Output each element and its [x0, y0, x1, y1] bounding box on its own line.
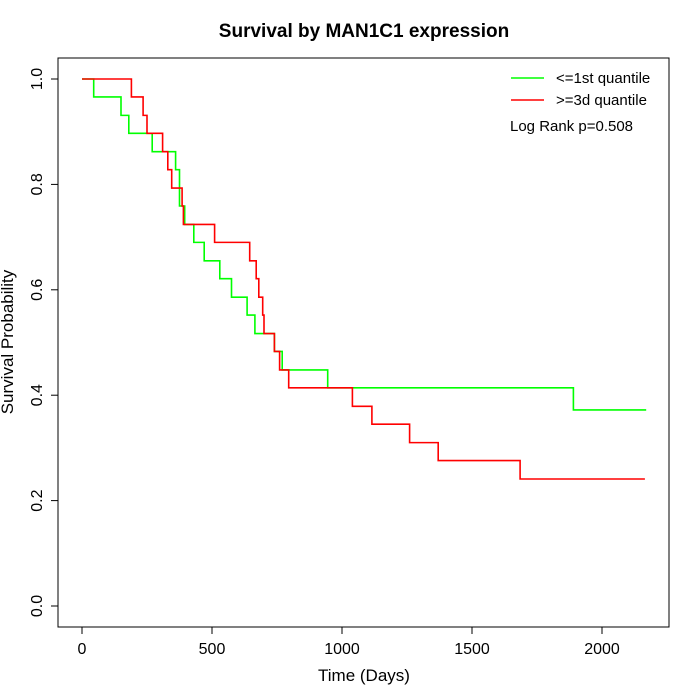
x-tick-label: 0 — [78, 641, 87, 658]
y-tick-label: 1.0 — [29, 68, 46, 90]
legend-label-low: <=1st quantile — [556, 70, 650, 87]
log-rank-annotation: Log Rank p=0.508 — [510, 118, 633, 135]
x-axis-label: Time (Days) — [318, 666, 410, 685]
y-tick-label: 0.0 — [29, 595, 46, 617]
y-tick-label: 0.2 — [29, 489, 46, 511]
series-layer — [82, 78, 647, 480]
series-line-low-quantile — [82, 78, 647, 411]
legend: <=1st quantile >=3d quantile — [511, 70, 650, 109]
y-axis: 0.0 0.2 0.4 0.6 0.8 1.0 — [29, 68, 59, 617]
x-axis: 0 500 1000 1500 2000 — [78, 626, 620, 658]
y-tick-label: 0.6 — [29, 279, 46, 301]
x-tick-label: 1000 — [324, 641, 360, 658]
legend-label-high: >=3d quantile — [556, 92, 647, 109]
y-tick-label: 0.4 — [29, 384, 46, 406]
x-tick-label: 1500 — [454, 641, 490, 658]
x-tick-label: 500 — [199, 641, 226, 658]
y-axis-label: Survival Probability — [0, 269, 17, 414]
x-tick-label: 2000 — [584, 641, 620, 658]
chart-title: Survival by MAN1C1 expression — [219, 21, 509, 42]
y-tick-label: 0.8 — [29, 173, 46, 195]
series-line-high-quantile — [82, 78, 645, 480]
